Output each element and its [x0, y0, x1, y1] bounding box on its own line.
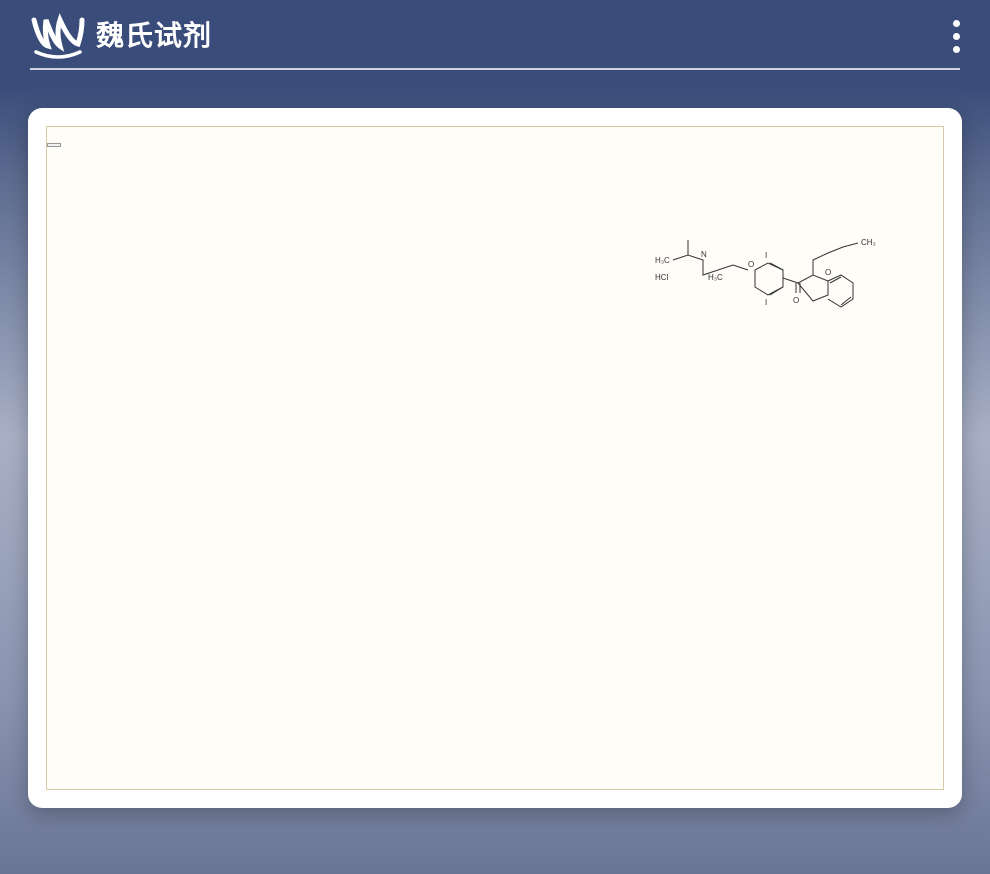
logo-block: 魏氏试剂 [30, 12, 212, 60]
header: 魏氏试剂 [0, 0, 990, 68]
subtitle [0, 70, 990, 108]
svg-text:CH₃: CH₃ [861, 238, 876, 247]
svg-text:O: O [793, 296, 799, 305]
brand-cn: 魏氏试剂 [96, 20, 212, 52]
logo-icon [30, 12, 86, 60]
svg-text:H₃C: H₃C [655, 256, 670, 265]
svg-text:O: O [748, 260, 754, 269]
report-sheet: H₃C H₃C N HCl O I I O O CH₃ [46, 126, 944, 790]
nmr-spectrum-plot [105, 363, 923, 761]
dmso-label [47, 143, 61, 147]
svg-text:N: N [701, 250, 707, 259]
svg-text:O: O [825, 268, 831, 277]
molecule-structure: H₃C H₃C N HCl O I I O O CH₃ [653, 225, 893, 325]
svg-text:I: I [765, 298, 767, 307]
menu-dots-icon[interactable] [953, 20, 960, 53]
svg-text:HCl: HCl [655, 273, 669, 282]
svg-text:I: I [765, 251, 767, 260]
svg-text:H₃C: H₃C [708, 273, 723, 282]
nmr-description [47, 127, 943, 143]
report-card: H₃C H₃C N HCl O I I O O CH₃ [28, 108, 962, 808]
